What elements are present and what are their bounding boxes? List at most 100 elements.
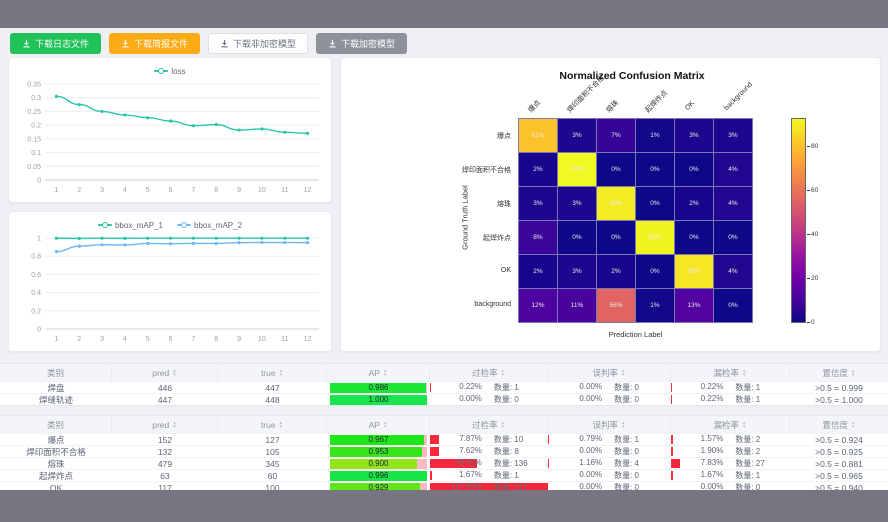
class-cell: 爆点 <box>47 434 65 445</box>
confidence-cell: >0.5 = 0.940 <box>815 482 863 493</box>
confidence-cell: >0.5 = 0.999 <box>815 382 863 393</box>
svg-text:12: 12 <box>304 187 312 194</box>
confusion-cell: 3% <box>558 187 596 220</box>
column-header-误判率[interactable]: 误判率 ▲ ▼ <box>548 364 671 381</box>
download-icon <box>220 39 229 48</box>
legend-label: loss <box>171 66 186 76</box>
table-header-row: 类别 pred ▲ ▼ true ▲ ▼ AP ▲ ▼ 过检率 ▲ ▼ 误判率 ▲ ▼ 漏检率 ▲ ▼ 置信度 ▲ ▼ <box>0 416 888 433</box>
svg-text:11: 11 <box>281 187 288 194</box>
sort-caret-icon: ▲ ▼ <box>621 368 626 377</box>
column-header-置信度[interactable]: 置信度 ▲ ▼ <box>822 419 856 430</box>
confusion-cell: 11% <box>558 289 596 322</box>
colorbar-tick: 20 <box>806 274 819 282</box>
svg-text:7: 7 <box>191 187 195 194</box>
svg-text:0: 0 <box>37 178 41 185</box>
confidence-cell: >0.5 = 1.000 <box>815 394 863 405</box>
svg-text:12: 12 <box>304 336 312 343</box>
map-line-chart: 00.20.40.60.811 2 3 4 5 6 7 8 9 10 11 12 <box>31 236 319 343</box>
column-header-pred[interactable]: pred ▲ ▼ <box>112 416 218 433</box>
confusion-cell: 0% <box>558 221 596 254</box>
table-row: 熔珠 479 345 0.900 39.42% 数量: 136 1.16% 数量: 4 7.83… <box>0 457 888 469</box>
download-encrypted-model-button[interactable]: 下载加密模型 <box>316 33 408 54</box>
confusion-cell: 89% <box>675 255 713 288</box>
column-header-过检率[interactable]: 过检率 ▲ ▼ <box>430 416 548 433</box>
svg-text:10: 10 <box>258 336 266 343</box>
download-plain-model-button[interactable]: 下载非加密模型 <box>208 33 309 54</box>
sort-caret-icon: ▲ ▼ <box>500 420 505 429</box>
column-header-AP[interactable]: AP ▲ ▼ <box>327 416 430 433</box>
sort-caret-icon: ▲ ▼ <box>382 420 388 429</box>
column-header-pred[interactable]: pred ▲ ▼ <box>112 364 218 381</box>
column-header-误判率[interactable]: 误判率 ▲ ▼ <box>548 416 671 433</box>
legend-item-bbox_mAP_1[interactable]: bbox_mAP_1 <box>97 220 163 230</box>
svg-text:1: 1 <box>54 187 58 194</box>
ap-cell: 1.000 <box>327 394 430 405</box>
legend-item-bbox_mAP_2[interactable]: bbox_mAP_2 <box>177 221 242 230</box>
pred-cell: 152 <box>157 434 173 445</box>
ap-cell: 0.996 <box>327 470 430 481</box>
confusion-cell: 81% <box>519 119 557 152</box>
table-row: 起焊炸点 63 60 0.996 1.67% 数量: 1 0.00% 数量: 0 1.67% 数量… <box>0 469 888 481</box>
confusion-col-label: background <box>723 81 754 112</box>
column-header-过检率[interactable]: 过检率 ▲ ▼ <box>430 364 548 381</box>
svg-text:6: 6 <box>169 187 173 194</box>
colorbar-tick: 40 <box>806 230 819 238</box>
map-chart-legend: bbox_mAP_1 bbox_mAP_2 <box>9 218 331 232</box>
column-header-漏检率[interactable]: 漏检率 ▲ ▼ <box>671 364 790 381</box>
table-row: 焊盘 446 447 0.986 0.22% 数量: 1 0.00% 数量: 0 0.22% 数量… <box>0 381 888 393</box>
colorbar-tick: 60 <box>806 186 819 194</box>
confusion-matrix-xlabel: Prediction Label <box>608 330 663 339</box>
column-header-true[interactable]: true ▲ ▼ <box>218 416 327 433</box>
svg-text:0.35: 0.35 <box>27 82 41 89</box>
confusion-cell: 12% <box>519 289 557 322</box>
svg-text:0.8: 0.8 <box>31 254 41 261</box>
sort-caret-icon: ▲ ▼ <box>278 368 284 377</box>
column-header-漏检率[interactable]: 漏检率 ▲ ▼ <box>671 416 790 433</box>
legend-marker-icon <box>97 221 112 229</box>
legend-label: bbox_mAP_2 <box>194 220 243 230</box>
confusion-row-label: 起焊炸点 <box>483 235 511 242</box>
confusion-cell: 8% <box>519 221 557 254</box>
miss-rate-cell: 0.22% 数量: 1 <box>671 394 761 404</box>
loss-chart-card: loss 0 0.05 0.1 0.15 0.2 0.25 0.3 0.35 1 2 3 4 5 6 7 8 9… <box>8 57 332 203</box>
confusion-cell: 0% <box>714 221 752 254</box>
class-cell: 焊盘 <box>47 382 65 393</box>
confusion-cell: 2% <box>519 255 557 288</box>
svg-text:2: 2 <box>77 336 81 343</box>
pred-cell: 132 <box>157 446 173 457</box>
over-rate-cell: 117.00% 数量: 117 <box>430 482 548 493</box>
table-row: 焊缝轨迹 447 448 1.000 0.00% 数量: 0 0.00% 数量: 0 0.22%… <box>0 393 888 405</box>
confusion-cell: 93% <box>558 153 596 186</box>
over-rate-cell: 39.42% 数量: 136 <box>430 458 548 469</box>
download-report-button[interactable]: 下载简报文件 <box>109 33 201 54</box>
svg-text:8: 8 <box>214 336 218 343</box>
confusion-cell: 4% <box>714 255 752 288</box>
column-header-置信度[interactable]: 置信度 ▲ ▼ <box>822 367 856 378</box>
svg-text:0.3: 0.3 <box>31 95 41 102</box>
confusion-cell: 13% <box>675 289 713 322</box>
misjudge-rate-cell: 0.00% 数量: 0 <box>579 470 640 480</box>
legend-label: bbox_mAP_1 <box>114 220 163 230</box>
pred-cell: 479 <box>157 458 173 469</box>
column-header-AP[interactable]: AP ▲ ▼ <box>327 364 430 381</box>
confusion-cell: 2% <box>675 187 713 220</box>
download-plain-model-label: 下载非加密模型 <box>233 39 297 49</box>
confusion-cell: 56% <box>597 289 635 322</box>
misjudge-rate-cell: 0.00% 数量: 0 <box>579 446 640 456</box>
download-icon <box>121 39 130 48</box>
confusion-cell: 1% <box>636 119 674 152</box>
legend-item-loss[interactable]: loss <box>154 66 186 76</box>
svg-text:9: 9 <box>237 187 241 194</box>
confusion-cell: 90% <box>597 187 635 220</box>
table-header-row: 类别 pred ▲ ▼ true ▲ ▼ AP ▲ ▼ 过检率 ▲ ▼ 误判率 ▲ ▼ 漏检率 ▲ ▼ 置信度 ▲ ▼ <box>0 364 888 381</box>
column-header-true[interactable]: true ▲ ▼ <box>218 364 327 381</box>
confusion-cell: 7% <box>597 119 635 152</box>
true-cell: 60 <box>267 470 278 481</box>
colorbar <box>791 118 806 323</box>
loss-chart-legend: loss <box>9 64 331 78</box>
download-log-button[interactable]: 下载日志文件 <box>10 33 102 54</box>
map-chart-card: bbox_mAP_1 bbox_mAP_2 0 0.2 0.4 0.6 0.8 1 1 2 3 4 5… <box>8 211 332 352</box>
confusion-row-label: background <box>474 301 511 308</box>
miss-rate-cell: 1.90% 数量: 2 <box>671 446 790 457</box>
